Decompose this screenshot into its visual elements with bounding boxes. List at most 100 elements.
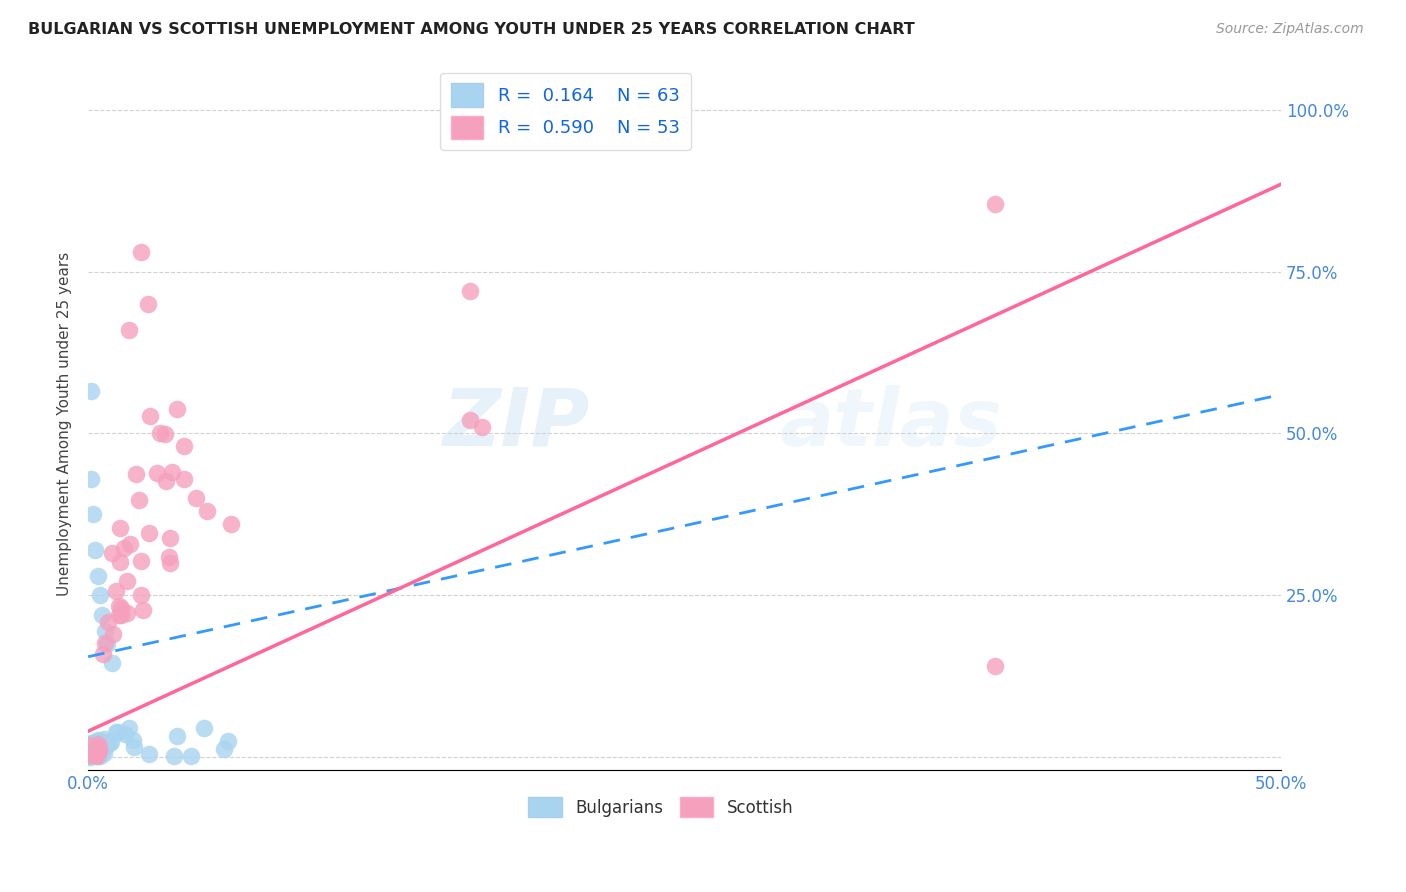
Text: ZIP: ZIP (441, 384, 589, 463)
Point (84, 735, 107, 749)
Point (79, 750, 101, 764)
Point (100, 735, 122, 749)
Point (136, 297, 159, 311)
Point (108, 599, 131, 613)
Point (471, 420, 494, 434)
Point (180, 749, 202, 764)
Y-axis label: Unemployment Among Youth under 25 years: Unemployment Among Youth under 25 years (58, 252, 72, 596)
Point (983, 659, 1005, 673)
Point (153, 427, 176, 442)
Point (94, 624, 117, 638)
Point (87, 741, 110, 756)
Point (89, 744, 111, 758)
Point (121, 733, 143, 747)
Point (159, 557, 181, 571)
Point (80, 747, 103, 762)
Point (128, 492, 150, 507)
Point (84, 543, 107, 558)
Point (80, 736, 103, 750)
Point (96, 738, 118, 752)
Point (112, 541, 135, 555)
Point (108, 607, 131, 622)
Point (87, 737, 110, 751)
Point (79, 384, 101, 399)
Point (159, 531, 181, 545)
Point (138, 747, 160, 761)
Point (458, 284, 481, 298)
Text: Source: ZipAtlas.com: Source: ZipAtlas.com (1216, 22, 1364, 37)
Point (91, 607, 114, 622)
Point (184, 491, 207, 505)
Point (983, 196, 1005, 211)
Point (97, 615, 120, 629)
Point (157, 549, 180, 564)
Point (79, 748, 101, 763)
Point (79, 737, 101, 751)
Point (105, 584, 128, 599)
Point (221, 516, 243, 531)
Point (91, 647, 114, 661)
Point (118, 323, 141, 337)
Point (89, 588, 111, 602)
Point (166, 401, 188, 416)
Point (80, 740, 103, 755)
Text: atlas: atlas (780, 384, 1002, 463)
Point (86, 748, 108, 763)
Point (129, 588, 152, 602)
Point (93, 746, 115, 760)
Point (160, 465, 183, 479)
Point (77, 746, 100, 760)
Point (212, 742, 235, 756)
Point (93, 731, 115, 746)
Point (82, 747, 104, 761)
Point (93, 636, 115, 650)
Point (197, 504, 219, 518)
Point (96, 637, 118, 651)
Point (139, 409, 162, 423)
Point (149, 426, 172, 441)
Point (79, 749, 101, 764)
Point (101, 627, 124, 641)
Point (86, 569, 108, 583)
Point (77, 739, 100, 753)
Point (132, 603, 155, 617)
Point (193, 721, 215, 735)
Point (155, 474, 177, 488)
Point (173, 439, 195, 453)
Point (79, 739, 101, 754)
Point (90, 734, 112, 748)
Point (129, 245, 152, 260)
Point (79, 472, 101, 486)
Point (101, 546, 124, 560)
Point (108, 555, 131, 569)
Point (77, 749, 100, 764)
Point (77, 747, 100, 762)
Point (115, 606, 138, 620)
Point (107, 725, 129, 739)
Point (77, 746, 100, 760)
Point (163, 749, 186, 764)
Point (173, 472, 195, 486)
Point (118, 722, 141, 736)
Point (138, 526, 160, 541)
Point (84, 747, 107, 761)
Point (122, 739, 145, 754)
Point (82, 743, 104, 757)
Point (84, 747, 107, 761)
Point (117, 574, 139, 589)
Point (79, 748, 101, 763)
Text: BULGARIAN VS SCOTTISH UNEMPLOYMENT AMONG YOUTH UNDER 25 YEARS CORRELATION CHART: BULGARIAN VS SCOTTISH UNEMPLOYMENT AMONG… (28, 22, 915, 37)
Point (84, 742, 107, 756)
Point (80, 739, 103, 753)
Point (114, 727, 136, 741)
Point (80, 744, 103, 758)
Point (129, 554, 152, 568)
Point (82, 738, 104, 752)
Point (77, 744, 100, 758)
Point (79, 744, 101, 758)
Point (80, 747, 103, 761)
Point (166, 730, 188, 744)
Point (82, 748, 104, 763)
Point (125, 467, 148, 481)
Point (217, 733, 239, 747)
